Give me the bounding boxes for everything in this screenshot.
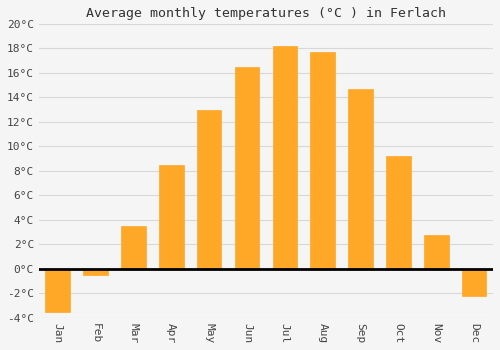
Bar bbox=[348, 89, 373, 269]
Bar bbox=[272, 46, 297, 269]
Bar bbox=[84, 269, 108, 275]
Bar bbox=[424, 234, 448, 269]
Bar bbox=[462, 269, 486, 296]
Bar bbox=[234, 67, 260, 269]
Bar bbox=[159, 165, 184, 269]
Bar bbox=[121, 226, 146, 269]
Bar bbox=[386, 156, 410, 269]
Title: Average monthly temperatures (°C ) in Ferlach: Average monthly temperatures (°C ) in Fe… bbox=[86, 7, 446, 20]
Bar bbox=[197, 110, 222, 269]
Bar bbox=[310, 52, 335, 269]
Bar bbox=[46, 269, 70, 312]
